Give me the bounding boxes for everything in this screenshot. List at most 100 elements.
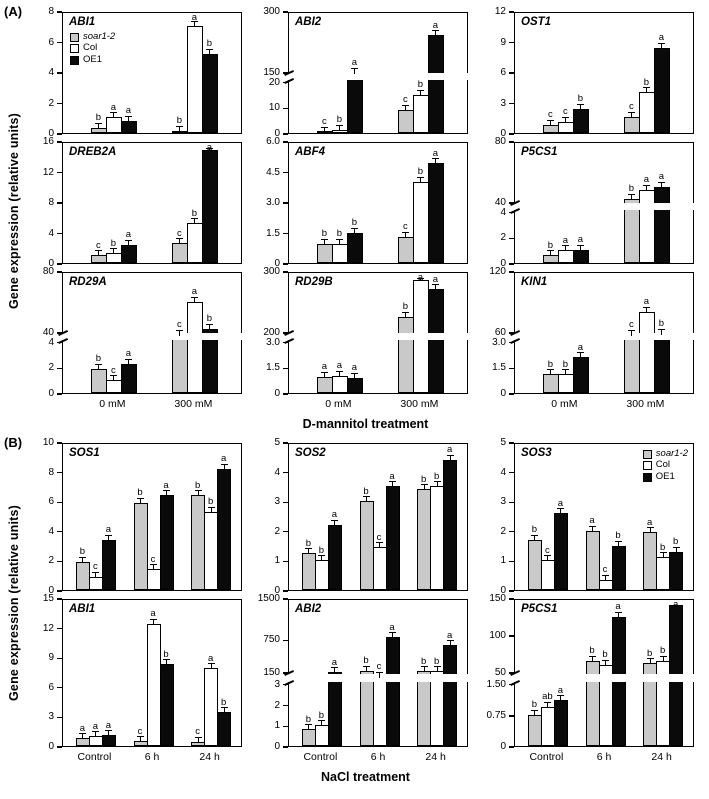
y-tick (57, 657, 62, 659)
error-bar-cap (643, 184, 651, 186)
error-bar-cap (206, 148, 214, 149)
error-bar-stem (605, 575, 606, 581)
error-bar-cap (220, 463, 228, 465)
axis-break-band (287, 673, 471, 683)
error-bar-cap (643, 306, 651, 308)
sig-letter: a (163, 479, 169, 491)
bar-oe1 (572, 108, 589, 133)
error-bar-stem (550, 251, 552, 257)
y-tick-label: 0 (500, 741, 506, 752)
y-tick (509, 598, 514, 600)
sig-letter: a (150, 608, 156, 620)
error-bar-cap (105, 534, 113, 536)
axis-break-band (287, 333, 471, 341)
axis-break-band (287, 73, 471, 81)
legend-swatch-soar1-2 (642, 449, 652, 459)
y-tick (509, 11, 514, 13)
y-tick-label: 0 (48, 388, 54, 399)
sig-letter: b (321, 228, 328, 240)
y-tick-label: 100 (489, 630, 506, 641)
bar-oe1 (427, 35, 444, 133)
y-tick-label: 3 (500, 496, 506, 508)
x-tick-label: Control (529, 751, 564, 763)
error-bar-cap (544, 701, 552, 703)
y-tick-label: 40 (494, 197, 506, 208)
error-bar-stem (550, 370, 552, 376)
sig-letter: c (177, 227, 182, 239)
error-bar-cap (137, 736, 144, 738)
error-bar-stem (194, 219, 196, 225)
y-tick-label: 150 (263, 667, 280, 678)
error-bar-cap (150, 564, 157, 566)
sig-letter: a (220, 453, 227, 465)
error-bar-cap (646, 527, 654, 529)
sig-letter: b (305, 713, 312, 725)
y-tick-label: 0 (274, 258, 280, 269)
sig-letter: b (336, 114, 343, 126)
sig-letter: c (548, 109, 553, 121)
bar-soar1-2 (542, 124, 559, 133)
sig-letter: c (403, 221, 408, 233)
plot-frame: b b b ab b b a a a P5CS1 (510, 599, 697, 747)
error-bar-cap (417, 176, 425, 178)
subplot-dreb2a-a: c c b b a a DREB2A 0 4 8 12 16 (24, 137, 242, 269)
error-bar-stem (662, 553, 664, 559)
bar-col (557, 250, 574, 263)
sig-letter: b (531, 699, 538, 711)
error-bar-cap (125, 115, 133, 117)
x-tick-label: 6 h (370, 751, 386, 763)
error-bar-cap (351, 67, 359, 69)
subplot-sos1-b: b b b c c b a a a SOS1 0 2 4 6 8 10 (24, 438, 242, 596)
plot-frame: b b a a a b ABI1 soar1-2 Col OE1 (62, 12, 242, 134)
error-bar-cap (547, 250, 555, 252)
panel-a-x-axis-title: D-mannitol treatment (302, 417, 429, 431)
sig-letter: ab (542, 691, 553, 703)
y-tick-label: 4 (48, 525, 54, 537)
bar-col (412, 94, 429, 133)
y-tick (57, 133, 62, 135)
error-bar-cap (659, 655, 667, 657)
bar-col (105, 380, 122, 393)
error-bar-cap (376, 671, 383, 673)
subplot-title: RD29B (295, 276, 333, 288)
sig-letter: b (163, 648, 169, 660)
error-bar-cap (577, 244, 585, 246)
y-tick-label: 16 (42, 136, 54, 147)
error-bar-cap (402, 104, 410, 106)
y-tick (283, 271, 288, 273)
error-bar-cap (402, 311, 410, 313)
error-bar-stem (580, 104, 582, 110)
sig-letter: a (331, 509, 338, 521)
sig-letter: b (336, 228, 343, 240)
error-bar-cap (389, 481, 396, 483)
y-tick (57, 102, 62, 105)
error-bar-cap (562, 245, 570, 247)
sig-letter: b (433, 470, 440, 482)
error-bar-cap (433, 666, 441, 668)
error-bar-cap (658, 181, 666, 183)
y-tick (509, 531, 514, 533)
sig-letter: a (557, 684, 564, 696)
bar-oe1 (385, 637, 400, 746)
bar-oe1 (120, 363, 137, 393)
sig-letter: b (417, 79, 424, 91)
panel-b-x-axis-title: NaCl treatment (321, 770, 410, 784)
bar-col (146, 569, 161, 590)
bar-oe1 (427, 289, 444, 393)
sig-letter: b (206, 38, 213, 50)
error-bar-cap (79, 556, 87, 558)
y-tick-label: 0 (500, 258, 506, 269)
y-tick (57, 628, 62, 630)
error-bar-stem (98, 364, 100, 370)
bar-col (331, 243, 348, 263)
y-tick (509, 237, 514, 239)
sig-letter: c (150, 553, 156, 565)
error-bar-stem (354, 68, 356, 74)
bar-soar1-2 (585, 530, 600, 590)
subplot-title: SOS1 (69, 447, 100, 459)
error-bar-cap (321, 238, 329, 240)
error-bar-stem (420, 90, 422, 96)
error-bar-stem (321, 721, 323, 727)
error-bar-cap (194, 736, 202, 738)
error-bar-stem (209, 149, 211, 152)
